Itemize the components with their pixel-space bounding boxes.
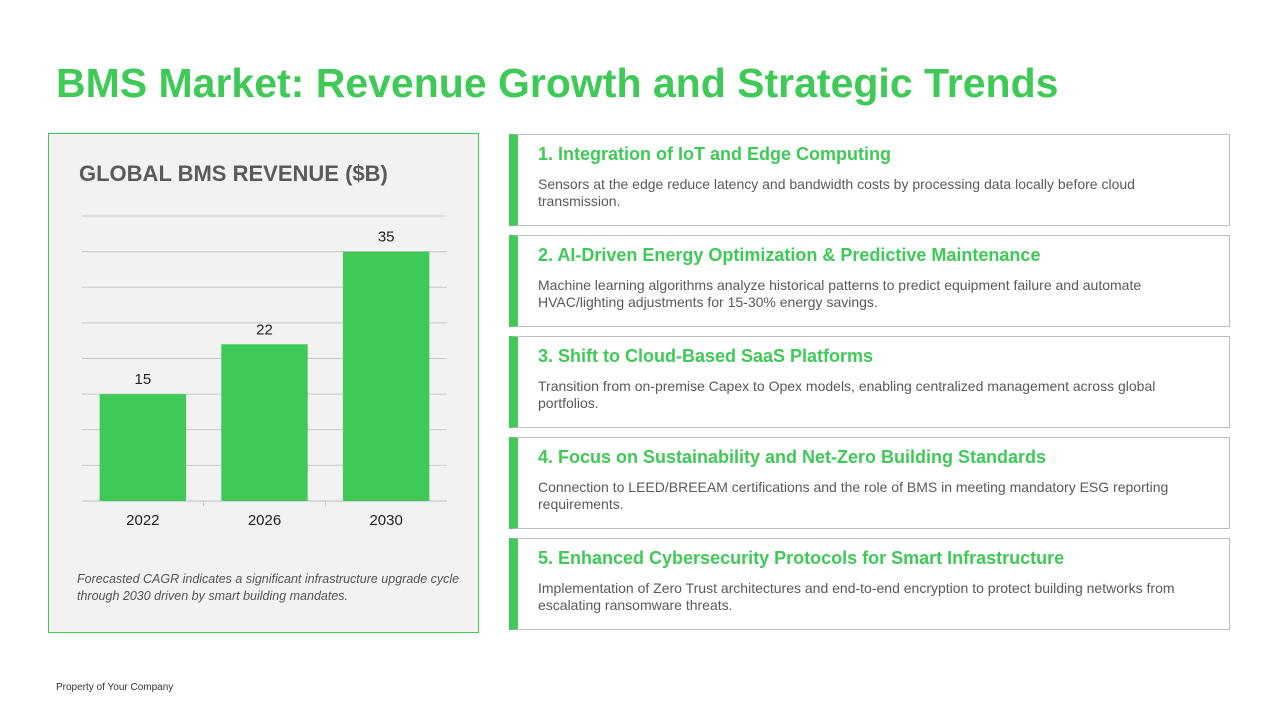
trend-card-ai-energy: 2. AI-Driven Energy Optimization & Predi… xyxy=(509,235,1230,327)
chart-bars xyxy=(99,251,430,501)
trend-title: 5. Enhanced Cybersecurity Protocols for … xyxy=(538,548,1065,568)
slide-title: BMS Market: Revenue Growth and Strategic… xyxy=(56,60,1059,106)
revenue-chart-panel: 15 2022 22 2026 35 2030 GLOBAL BMS REVENUE ($… xyxy=(48,133,479,633)
trend-card-cybersecurity: 5. Enhanced Cybersecurity Protocols for … xyxy=(509,538,1230,630)
x-tick-label-2030: 2030 xyxy=(369,512,402,529)
trend-description: Implementation of Zero Trust architectur… xyxy=(538,580,1175,613)
chart-labels: 15 2022 22 2026 35 2030 xyxy=(126,229,403,529)
trends-list: 1. Integration of IoT and Edge Computing… xyxy=(509,134,1230,639)
bar-2030 xyxy=(342,251,430,501)
chart-title: GLOBAL BMS REVENUE ($B) xyxy=(79,161,388,186)
bar-2022 xyxy=(99,394,187,501)
bar-2026 xyxy=(221,344,308,501)
x-tick-label-2026: 2026 xyxy=(248,512,281,529)
trend-description: Machine learning algorithms analyze hist… xyxy=(538,277,1142,310)
trend-description: Sensors at the edge reduce latency and b… xyxy=(538,176,1135,209)
footer-text: Property of Your Company xyxy=(56,682,174,693)
trend-description: Connection to LEED/BREEAM certifications… xyxy=(538,479,1169,512)
revenue-bar-chart: 15 2022 22 2026 35 2030 xyxy=(82,215,447,529)
trend-title: 2. AI-Driven Energy Optimization & Predi… xyxy=(538,245,1041,265)
data-label-2022: 15 xyxy=(134,371,151,388)
trend-description: Transition from on-premise Capex to Opex… xyxy=(538,378,1156,411)
trend-card-iot-edge: 1. Integration of IoT and Edge Computing… xyxy=(509,134,1230,226)
trend-title: 1. Integration of IoT and Edge Computing xyxy=(538,144,891,164)
trend-card-sustainability: 4. Focus on Sustainability and Net-Zero … xyxy=(509,437,1230,529)
chart-footnote: Forecasted CAGR indicates a significant … xyxy=(77,572,460,603)
data-label-2026: 22 xyxy=(256,321,273,338)
trend-title: 4. Focus on Sustainability and Net-Zero … xyxy=(538,447,1047,467)
x-tick-label-2022: 2022 xyxy=(126,512,159,529)
trend-title: 3. Shift to Cloud-Based SaaS Platforms xyxy=(538,346,874,366)
trend-card-cloud-saas: 3. Shift to Cloud-Based SaaS Platforms T… xyxy=(509,336,1230,428)
data-label-2030: 35 xyxy=(378,229,395,246)
